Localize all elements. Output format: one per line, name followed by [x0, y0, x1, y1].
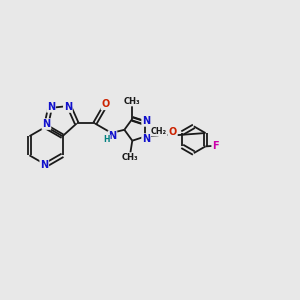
Text: N: N — [142, 116, 150, 126]
Text: N: N — [142, 134, 150, 144]
Text: H: H — [103, 135, 110, 144]
Text: CH₂: CH₂ — [151, 127, 167, 136]
Text: N: N — [108, 131, 116, 141]
Text: N: N — [64, 102, 72, 112]
Text: N: N — [40, 160, 48, 170]
Text: N: N — [42, 119, 50, 129]
Text: O: O — [169, 127, 177, 136]
Text: CH₃: CH₃ — [122, 153, 139, 162]
Text: F: F — [212, 141, 219, 151]
Text: O: O — [101, 99, 110, 109]
Text: N: N — [47, 102, 55, 112]
Text: CH₃: CH₃ — [124, 97, 141, 106]
